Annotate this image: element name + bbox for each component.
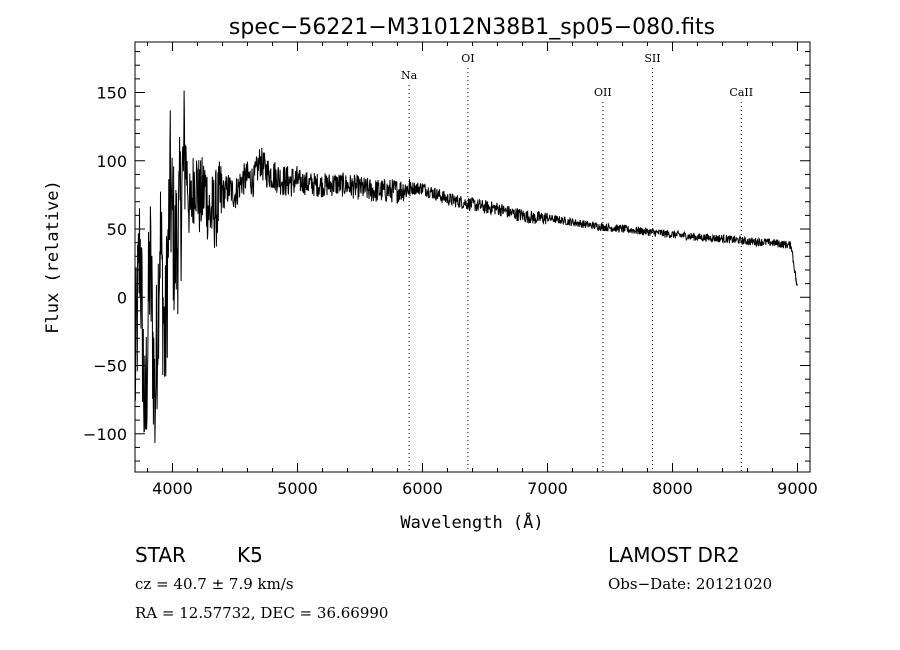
y-tick-label: 50 [107, 220, 127, 239]
x-axis-label: Wavelength (Å) [400, 511, 543, 533]
x-tick-label: 9000 [777, 479, 818, 498]
y-tick-label: −100 [83, 425, 127, 444]
spectral-line-label: OII [594, 86, 612, 99]
spectral-line-label: SII [644, 52, 660, 65]
spectral-line-label: Na [401, 69, 418, 82]
object-subclass: K5 [237, 543, 263, 567]
object-type: STAR [135, 543, 186, 567]
x-tick-label: 4000 [152, 479, 193, 498]
spectral-line-label: CaII [729, 86, 753, 99]
y-tick-label: 0 [117, 288, 127, 307]
y-axis-label: Flux (relative) [43, 180, 63, 334]
spectrum-line [134, 90, 798, 444]
plot-frame [134, 41, 811, 473]
spectral-lines: Na OI OII SII CaII [401, 52, 753, 472]
x-tick-label: 8000 [652, 479, 693, 498]
y-tick-label: 150 [96, 84, 127, 103]
x-tick-label: 5000 [277, 479, 318, 498]
survey-name: LAMOST DR2 [608, 543, 740, 567]
axis-ticks: 4000 5000 6000 7000 8000 9000 −100 −50 0 50 100 150 [83, 42, 818, 498]
coordinates: RA = 12.57732, DEC = 36.66990 [135, 604, 389, 622]
y-tick-label: −50 [93, 357, 127, 376]
x-tick-label: 7000 [527, 479, 568, 498]
spectrum-series [134, 90, 798, 444]
y-tick-label: 100 [96, 152, 127, 171]
redshift-cz: cz = 40.7 ± 7.9 km/s [135, 575, 294, 593]
observation-date: Obs−Date: 20121020 [608, 575, 773, 593]
x-tick-label: 6000 [402, 479, 443, 498]
chart-title: spec−56221−M31012N38B1_sp05−080.fits [229, 15, 715, 40]
spectral-line-label: OI [461, 52, 474, 65]
